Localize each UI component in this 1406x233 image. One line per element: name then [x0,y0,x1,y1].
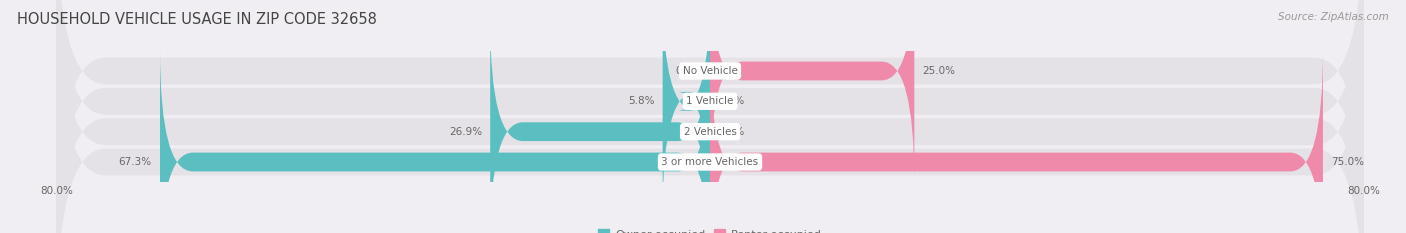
FancyBboxPatch shape [710,0,914,183]
Text: Source: ZipAtlas.com: Source: ZipAtlas.com [1278,12,1389,22]
FancyBboxPatch shape [160,50,710,233]
FancyBboxPatch shape [710,50,1323,233]
FancyBboxPatch shape [56,0,1364,233]
Text: 0.0%: 0.0% [718,96,744,106]
Text: 1 Vehicle: 1 Vehicle [686,96,734,106]
FancyBboxPatch shape [56,0,1364,233]
Text: 75.0%: 75.0% [1331,157,1364,167]
Text: 25.0%: 25.0% [922,66,956,76]
FancyBboxPatch shape [491,20,710,233]
Text: 67.3%: 67.3% [118,157,152,167]
Text: 2 Vehicles: 2 Vehicles [683,127,737,137]
Text: HOUSEHOLD VEHICLE USAGE IN ZIP CODE 32658: HOUSEHOLD VEHICLE USAGE IN ZIP CODE 3265… [17,12,377,27]
Legend: Owner-occupied, Renter-occupied: Owner-occupied, Renter-occupied [593,225,827,233]
Text: 0.0%: 0.0% [718,127,744,137]
FancyBboxPatch shape [56,0,1364,233]
FancyBboxPatch shape [56,0,1364,233]
Text: 0.0%: 0.0% [676,66,702,76]
Text: 26.9%: 26.9% [449,127,482,137]
Text: No Vehicle: No Vehicle [682,66,738,76]
FancyBboxPatch shape [662,0,710,213]
Text: 3 or more Vehicles: 3 or more Vehicles [661,157,759,167]
Text: 5.8%: 5.8% [628,96,654,106]
